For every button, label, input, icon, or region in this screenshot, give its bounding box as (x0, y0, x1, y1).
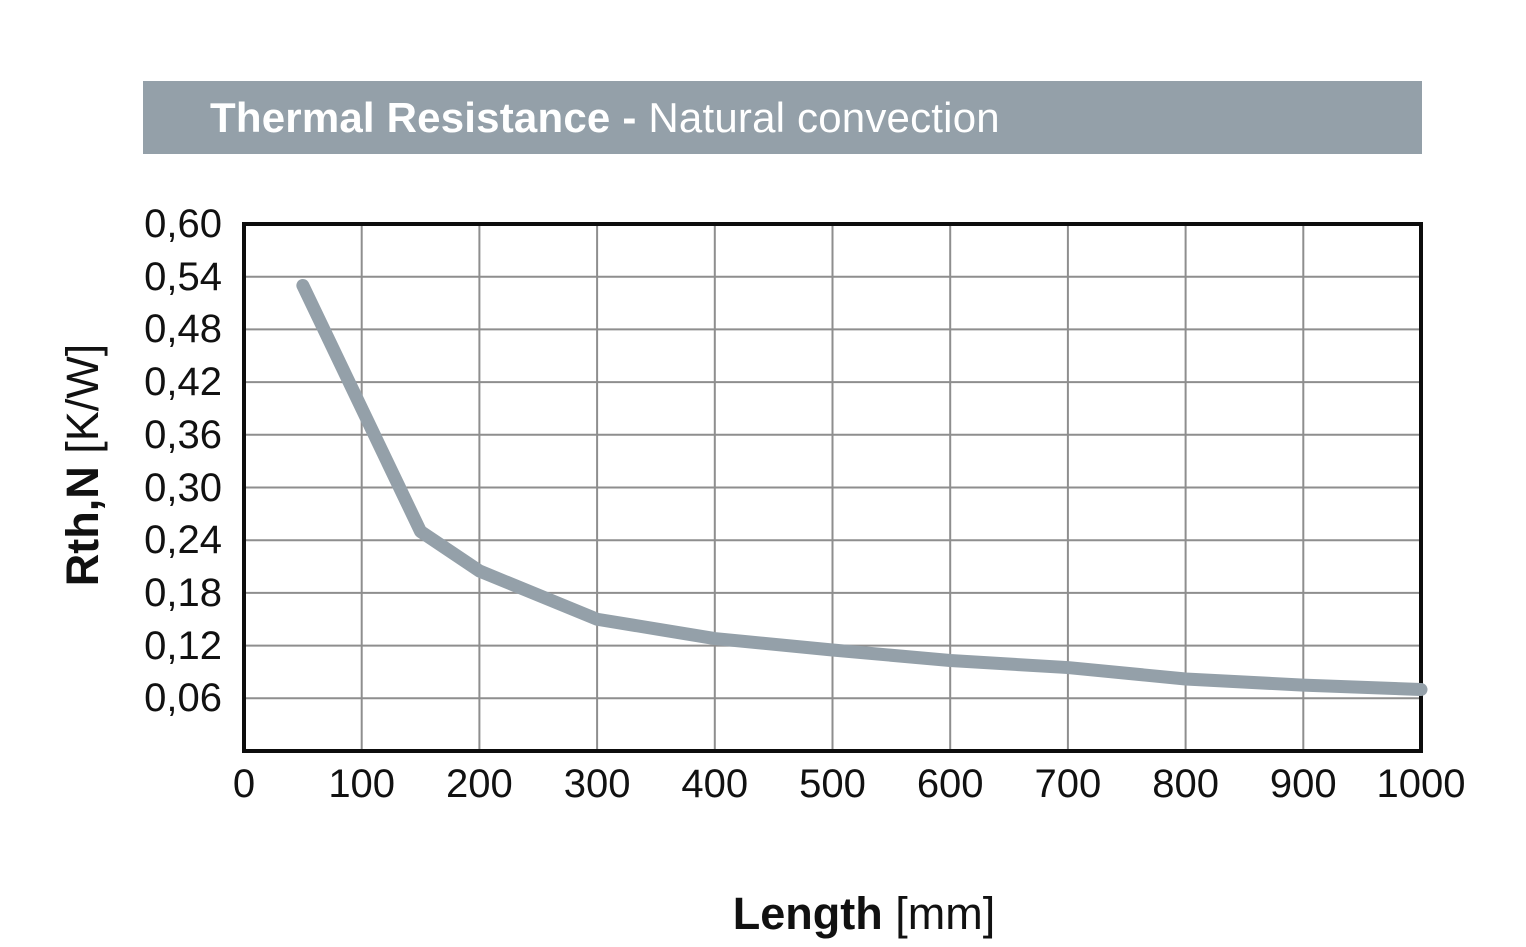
x-axis-title-bold: Length (732, 888, 896, 939)
x-axis-title: Length [mm] (683, 836, 995, 947)
y-tick-label: 0,06 (144, 676, 222, 721)
x-tick-label: 300 (563, 762, 631, 806)
x-tick-label: 800 (1152, 762, 1219, 806)
x-tick-label: 1000 (1376, 762, 1466, 806)
y-tick-label: 0,36 (144, 412, 222, 457)
y-axis-title-bold: Rth,N (57, 453, 108, 587)
y-axis-title-unit: [K/W] (57, 343, 108, 454)
y-tick-label: 0,42 (144, 360, 222, 405)
chart-title-regular: Natural convection (648, 93, 1000, 141)
x-axis-title-unit: [mm] (895, 888, 996, 939)
y-tick-label: 0,54 (144, 254, 222, 299)
x-tick-label: 600 (916, 762, 984, 806)
x-tick-label: 0 (232, 762, 256, 806)
x-tick-label: 700 (1034, 762, 1102, 806)
x-tick-label: 200 (446, 762, 513, 806)
x-tick-label: 400 (681, 762, 749, 806)
rth-curve (296, 278, 1428, 697)
y-tick-label: 0,48 (144, 307, 222, 352)
y-axis-title: Rth,N [K/W] (5, 344, 161, 637)
chart-title-bold: Thermal Resistance - (210, 93, 649, 141)
plot-frame (242, 222, 1423, 753)
x-tick-label: 500 (799, 762, 866, 806)
y-tick-label: 0,12 (144, 623, 222, 668)
chart-title-banner: Thermal Resistance - Natural convection (143, 81, 1422, 154)
y-tick-label: 0,60 (144, 202, 222, 246)
y-tick-label: 0,18 (144, 570, 222, 615)
x-tick-label: 100 (328, 762, 396, 806)
y-tick-label: 0,30 (144, 465, 222, 510)
x-tick-label: 900 (1269, 762, 1337, 806)
y-tick-label: 0,24 (144, 518, 222, 563)
